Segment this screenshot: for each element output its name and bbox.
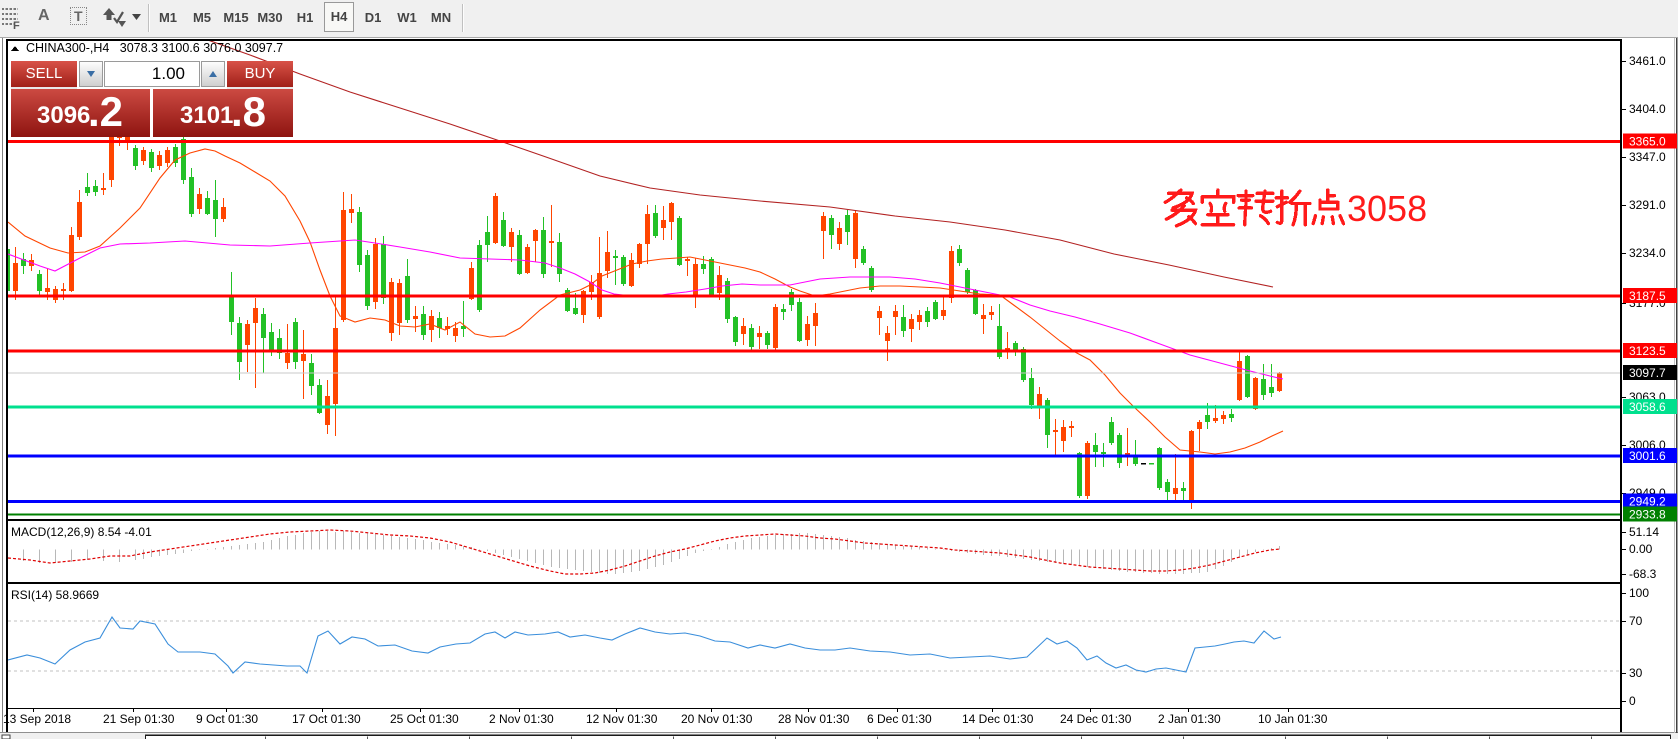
svg-text:3001.6: 3001.6 [1629,449,1666,463]
svg-text:0.00: 0.00 [1629,542,1653,556]
svg-text:6 Dec 01:30: 6 Dec 01:30 [867,712,932,726]
svg-text:17 Oct 01:30: 17 Oct 01:30 [292,712,361,726]
svg-text:28 Nov 01:30: 28 Nov 01:30 [778,712,850,726]
svg-text:0: 0 [1629,694,1636,708]
svg-text:21 Sep 01:30: 21 Sep 01:30 [103,712,175,726]
svg-text:24 Dec 01:30: 24 Dec 01:30 [1060,712,1132,726]
svg-text:100: 100 [1629,586,1649,600]
svg-text:14 Dec 01:30: 14 Dec 01:30 [962,712,1034,726]
svg-text:2949.2: 2949.2 [1629,495,1666,509]
svg-text:3123.5: 3123.5 [1629,344,1666,358]
svg-text:-68.3: -68.3 [1629,567,1657,581]
svg-text:30: 30 [1629,666,1643,680]
svg-text:3347.0: 3347.0 [1629,150,1666,164]
svg-text:10 Jan 01:30: 10 Jan 01:30 [1258,712,1328,726]
svg-text:3097.7: 3097.7 [1629,366,1666,380]
svg-text:MACD(12,26,9) 8.54 -4.01: MACD(12,26,9) 8.54 -4.01 [11,525,152,539]
svg-text:3187.5: 3187.5 [1629,289,1666,303]
svg-text:CHINA300-,H4 3078.3 3100.6 3: CHINA300-,H4 3078.3 3100.6 3076.0 3097.7 [26,41,283,55]
svg-text:25 Oct 01:30: 25 Oct 01:30 [390,712,459,726]
svg-text:12 Nov 01:30: 12 Nov 01:30 [586,712,658,726]
svg-text:3234.0: 3234.0 [1629,246,1666,260]
svg-text:3058.6: 3058.6 [1629,400,1666,414]
svg-text:3291.0: 3291.0 [1629,198,1666,212]
svg-text:51.14: 51.14 [1629,525,1659,539]
svg-text:3058: 3058 [1347,188,1427,229]
svg-text:2933.8: 2933.8 [1629,508,1666,522]
svg-text:9 Oct 01:30: 9 Oct 01:30 [196,712,258,726]
svg-text:13 Sep 2018: 13 Sep 2018 [3,712,71,726]
svg-text:3365.0: 3365.0 [1629,135,1666,149]
svg-text:2 Nov 01:30: 2 Nov 01:30 [489,712,554,726]
svg-text:3461.0: 3461.0 [1629,54,1666,68]
svg-text:3404.0: 3404.0 [1629,102,1666,116]
svg-text:2 Jan 01:30: 2 Jan 01:30 [1158,712,1221,726]
svg-text:F: F [13,20,20,30]
svg-text:RSI(14) 58.9669: RSI(14) 58.9669 [11,588,99,602]
svg-text:70: 70 [1629,614,1643,628]
svg-text:20 Nov 01:30: 20 Nov 01:30 [681,712,753,726]
